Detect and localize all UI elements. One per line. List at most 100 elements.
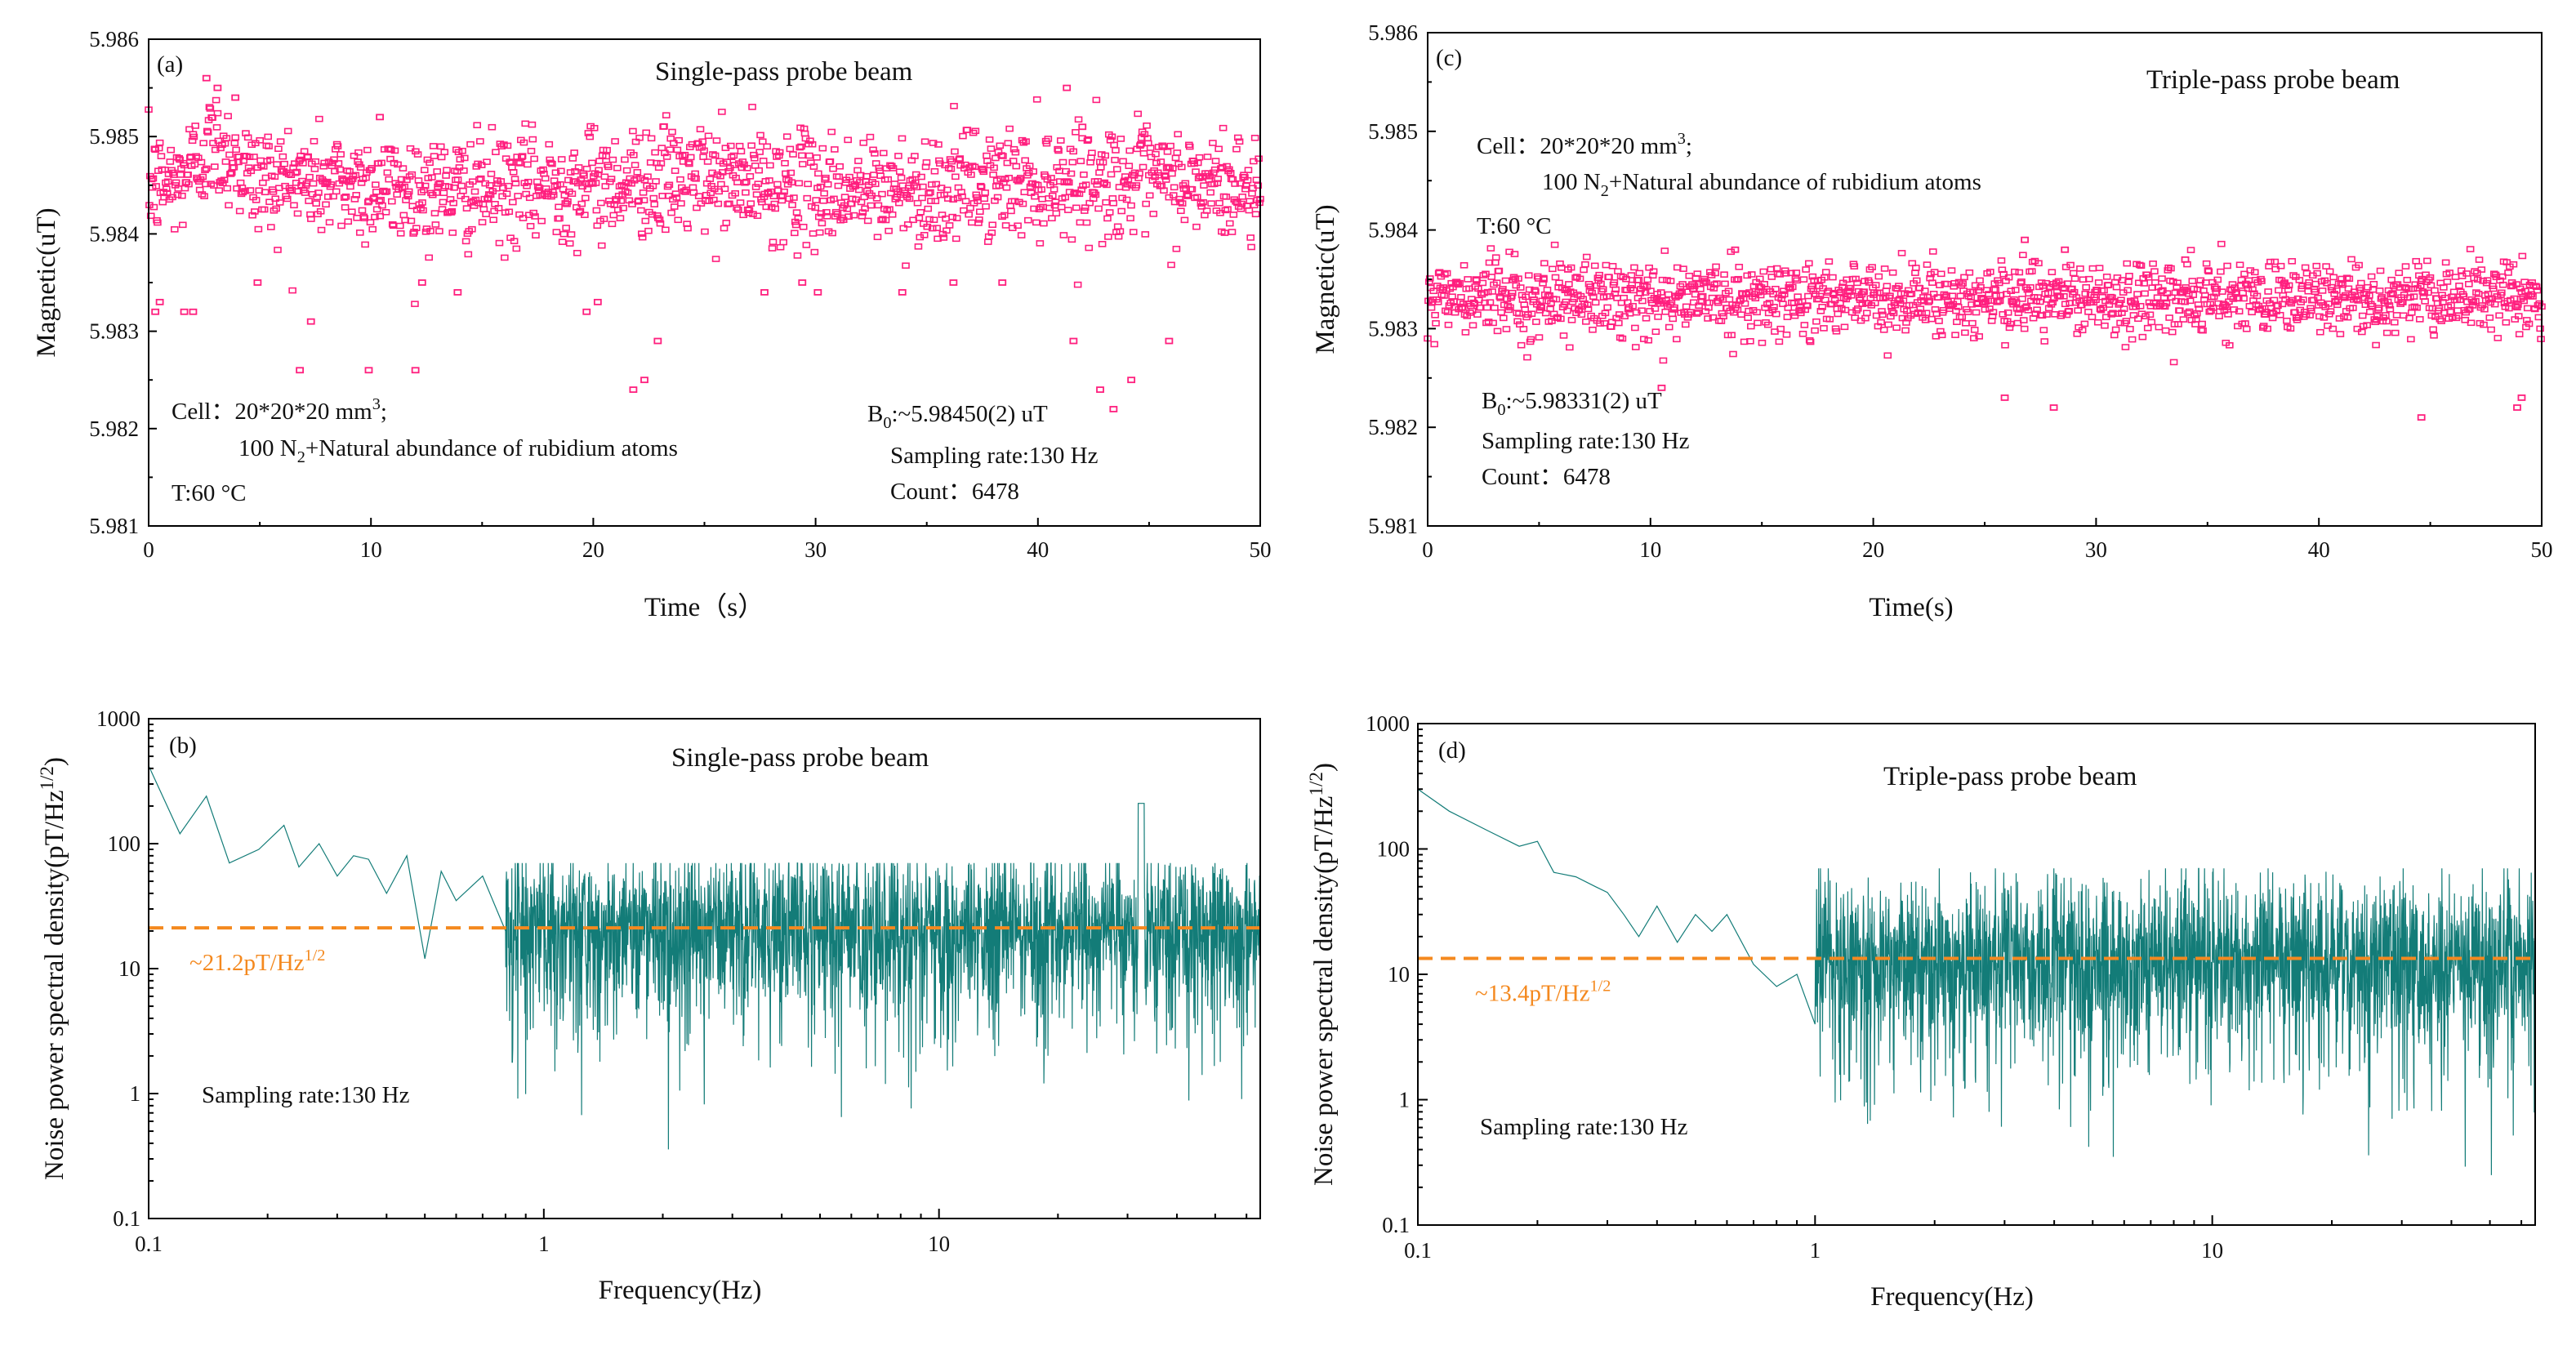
data-point (997, 152, 1005, 158)
data-point (1712, 263, 1720, 270)
data-point (2336, 331, 2345, 337)
data-point (2070, 275, 2079, 283)
data-point (340, 194, 349, 201)
data-point (2443, 278, 2452, 285)
data-point (332, 188, 341, 195)
data-point (1515, 310, 1523, 317)
data-point (950, 103, 958, 109)
data-point (567, 231, 576, 238)
data-point (1169, 192, 1178, 198)
data-point (2382, 329, 2391, 336)
data-point (989, 172, 997, 178)
data-point (386, 145, 394, 153)
x-tick-label: 0.1 (135, 1232, 163, 1256)
data-point (1540, 260, 1549, 267)
data-point (519, 139, 528, 146)
data-point (1591, 299, 1600, 306)
data-point (1649, 268, 1658, 275)
data-point (1014, 178, 1023, 185)
data-point (437, 154, 446, 161)
data-point (460, 154, 469, 162)
data-point (1139, 163, 1148, 171)
data-point (827, 128, 836, 136)
data-point (1658, 276, 1667, 283)
data-point (1111, 157, 1119, 163)
data-point (163, 189, 172, 197)
data-point (257, 162, 265, 169)
data-point (1700, 278, 1709, 284)
data-point (216, 145, 225, 152)
x-tick-label: 10 (360, 537, 382, 562)
panel-label: (a) (157, 51, 183, 78)
data-point (926, 189, 934, 196)
data-point (952, 215, 961, 221)
data-point (1759, 268, 1768, 275)
data-point (982, 203, 990, 210)
data-point (1019, 139, 1028, 146)
annotation-temperature: T:60 °C (1477, 213, 1552, 239)
data-point (1802, 266, 1810, 273)
data-point (1094, 205, 1103, 212)
data-point (1051, 198, 1060, 205)
data-point (933, 225, 941, 232)
data-point (2019, 252, 2027, 259)
data-point (1506, 304, 1514, 311)
data-point (718, 109, 726, 115)
data-point (346, 183, 354, 190)
data-point (1031, 193, 1039, 200)
data-point (1425, 275, 1434, 282)
data-point (1883, 283, 1892, 290)
data-point (795, 180, 804, 187)
data-point (432, 189, 441, 196)
y-tick-label: 10 (118, 956, 140, 981)
data-point (2333, 287, 2341, 294)
data-point (2375, 287, 2384, 294)
data-point (977, 184, 986, 190)
data-point (2134, 315, 2142, 323)
data-point (396, 229, 405, 237)
data-point (595, 167, 603, 174)
data-point (631, 162, 640, 168)
data-point (265, 198, 274, 206)
data-point (1806, 338, 1815, 345)
data-point (1681, 321, 1690, 328)
data-point (2326, 308, 2335, 314)
data-point (513, 154, 522, 160)
data-point (1004, 140, 1013, 147)
data-point (286, 187, 295, 194)
data-point (2270, 296, 2279, 304)
data-point (2387, 276, 2396, 283)
data-point (1067, 170, 1076, 177)
data-point (533, 183, 542, 190)
data-point (1014, 222, 1022, 229)
data-point (524, 161, 532, 168)
data-point (2204, 267, 2213, 274)
data-point (1588, 289, 1596, 296)
data-point (398, 185, 407, 192)
data-point (915, 215, 924, 221)
data-point (2408, 304, 2417, 311)
data-point (2383, 298, 2392, 305)
data-point (2000, 394, 2009, 401)
data-point (1084, 136, 1093, 143)
data-point (1565, 344, 1574, 351)
data-point (1661, 309, 1669, 315)
data-point (376, 212, 385, 220)
data-point (2161, 327, 2170, 334)
data-point (1135, 170, 1143, 177)
data-point (637, 207, 645, 214)
data-point (874, 202, 883, 209)
data-point (2012, 299, 2021, 306)
data-point (236, 179, 245, 186)
data-point (1231, 180, 1239, 187)
data-point (1567, 317, 1576, 323)
data-point (1188, 185, 1197, 193)
data-point (2020, 325, 2029, 332)
data-point (903, 194, 911, 201)
data-point (1651, 328, 1660, 336)
data-point (1251, 211, 1260, 218)
data-point (889, 165, 898, 172)
data-point (911, 153, 919, 159)
data-point (372, 181, 380, 188)
data-point (1432, 320, 1440, 327)
